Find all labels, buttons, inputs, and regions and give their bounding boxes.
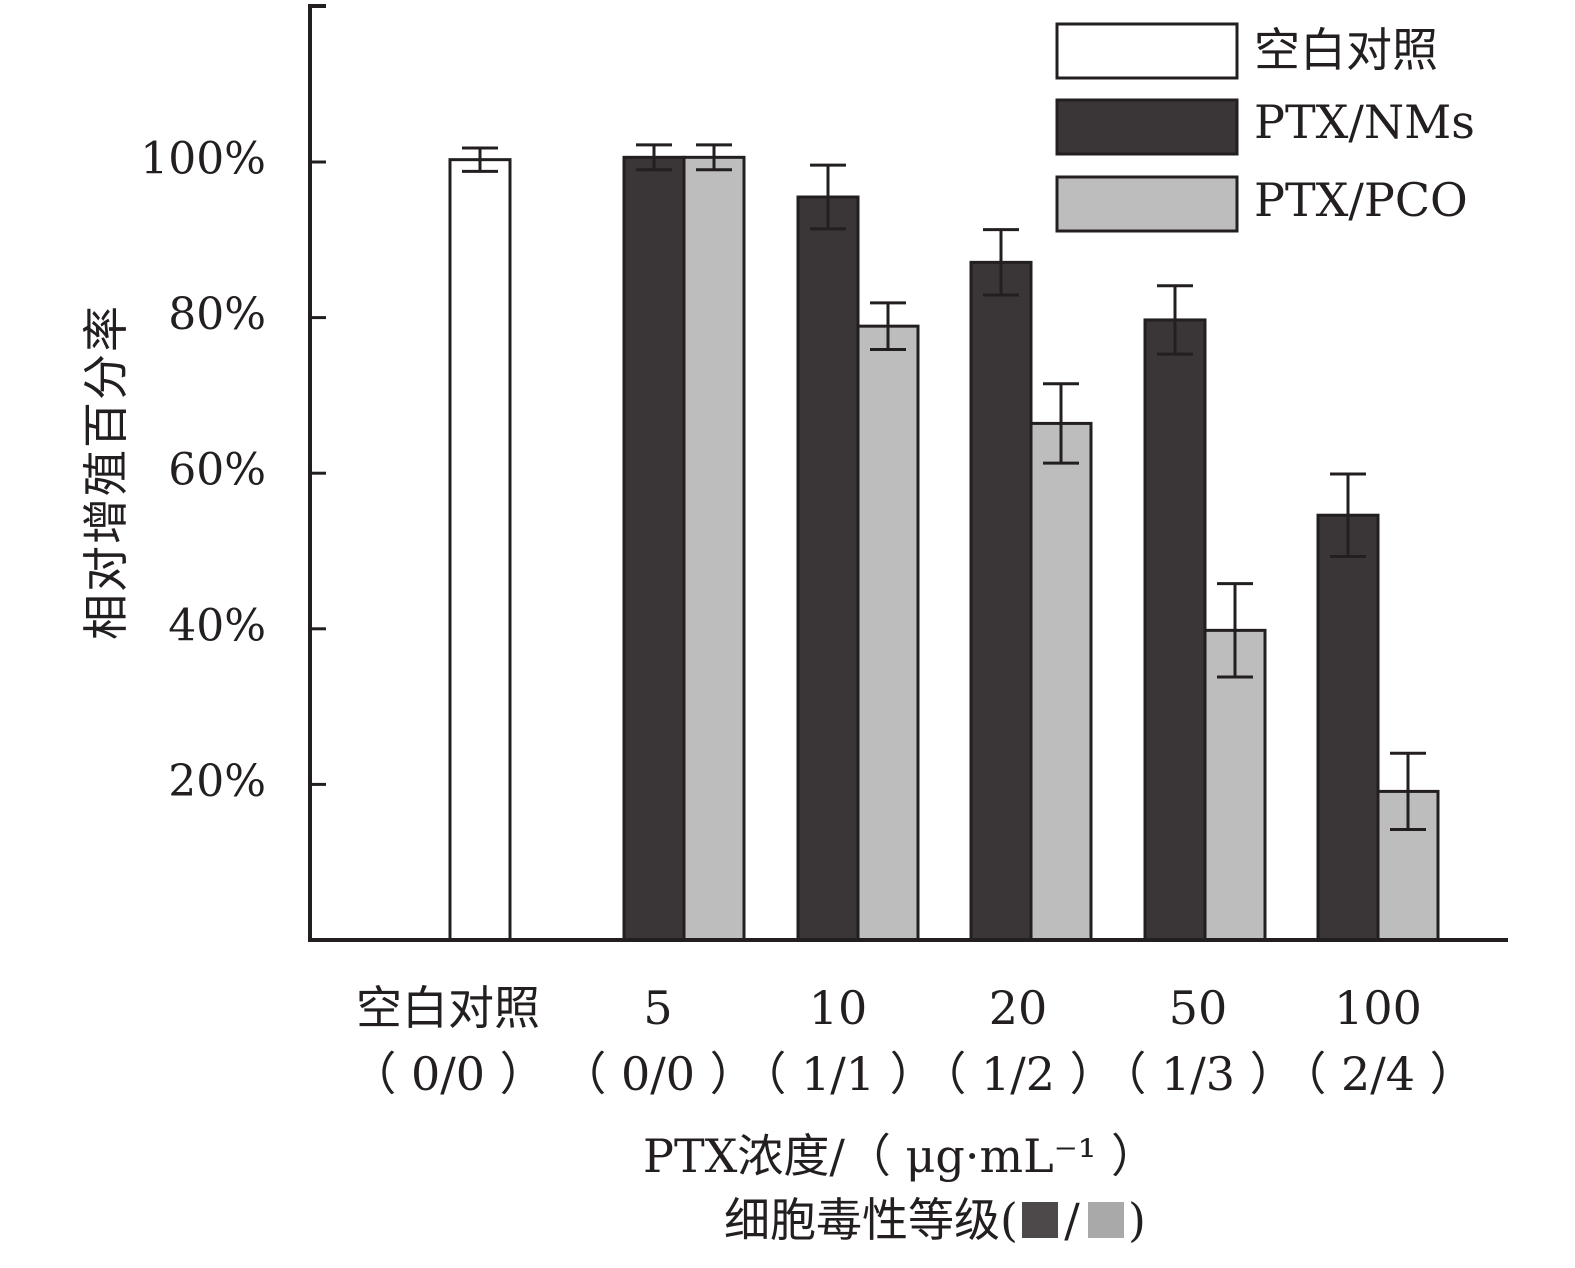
y-tick-label: 80% [168, 289, 266, 340]
x-categories-layer: 空白对照 （ 0/0 ） 5 （ 0/0 ） 10 （ 1/1 ） 20 （ 1/2 ） 50 （… [350, 981, 1475, 1101]
legend-label-blank: 空白对照 [1254, 23, 1438, 77]
x-category-label: 10 [809, 981, 868, 1035]
bars-layer [448, 155, 1440, 942]
bar-ptx-pco [682, 155, 746, 942]
x-axis-subtitle: 细胞毒性等级( / ) [724, 1193, 1146, 1247]
legend-swatch-ptx-nms [1055, 98, 1239, 156]
legend-label-ptx-nms: PTX/NMs [1254, 95, 1475, 149]
bar-blank [448, 158, 512, 942]
x-axis-title: PTX浓度/（ μg·mL⁻¹ ） [643, 1129, 1157, 1183]
toxicity-swatch-nms [1022, 1202, 1058, 1238]
x-category-label: 空白对照 [356, 981, 540, 1035]
x-category-sublabel: （ 1/1 ） [740, 1047, 935, 1101]
bar-ptx-pco [1203, 628, 1267, 942]
error-bar [462, 146, 498, 173]
legend-swatch-ptx-pco [1055, 175, 1239, 233]
x-axis-subtitle-prefix: 细胞毒性等级( [724, 1193, 1018, 1247]
x-category-sublabel: （ 1/2 ） [920, 1047, 1115, 1101]
error-bar [810, 163, 846, 231]
x-category-label: 100 [1334, 981, 1422, 1035]
error-bar [870, 301, 906, 351]
error-bars-layer [462, 143, 1426, 832]
error-bar [1217, 582, 1253, 679]
error-bar [1330, 472, 1366, 558]
x-axis-subtitle-suffix: ) [1128, 1193, 1146, 1247]
legend-label-ptx-pco: PTX/PCO [1254, 173, 1468, 227]
x-category-sublabel: （ 2/4 ） [1280, 1047, 1475, 1101]
y-ticks-layer: 20% 40% 60% 80% 100% [140, 134, 326, 807]
bar-ptx-nms [969, 260, 1033, 942]
y-tick-label: 20% [168, 756, 266, 807]
error-bar [983, 228, 1019, 297]
error-bar [636, 143, 672, 172]
error-bar [696, 143, 732, 172]
x-category-sublabel: （ 0/0 ） [350, 1047, 545, 1101]
error-bar [1157, 284, 1193, 356]
x-category-sublabel: （ 0/0 ） [560, 1047, 755, 1101]
y-tick-label: 60% [168, 445, 266, 496]
bar-ptx-nms [796, 195, 860, 942]
bar-ptx-nms [1316, 513, 1380, 942]
legend: 空白对照 PTX/NMs PTX/PCO [1055, 22, 1475, 233]
x-category-label: 20 [989, 981, 1048, 1035]
x-axis-subtitle-separator: / [1064, 1193, 1080, 1247]
y-axis-title: 相对增殖百分率 [79, 304, 133, 640]
y-tick-label: 40% [168, 600, 266, 651]
bar-ptx-nms [622, 155, 686, 942]
bar-ptx-pco [1029, 421, 1093, 942]
legend-swatch-blank [1055, 22, 1239, 80]
x-category-sublabel: （ 1/3 ） [1100, 1047, 1295, 1101]
y-tick-label: 100% [140, 134, 266, 185]
x-category-label: 50 [1169, 981, 1228, 1035]
toxicity-swatch-pco [1088, 1202, 1124, 1238]
error-bar [1043, 382, 1079, 465]
x-category-label: 5 [643, 981, 672, 1035]
bar-ptx-pco [856, 324, 920, 942]
error-bar [1390, 751, 1426, 832]
bar-ptx-nms [1143, 318, 1207, 942]
